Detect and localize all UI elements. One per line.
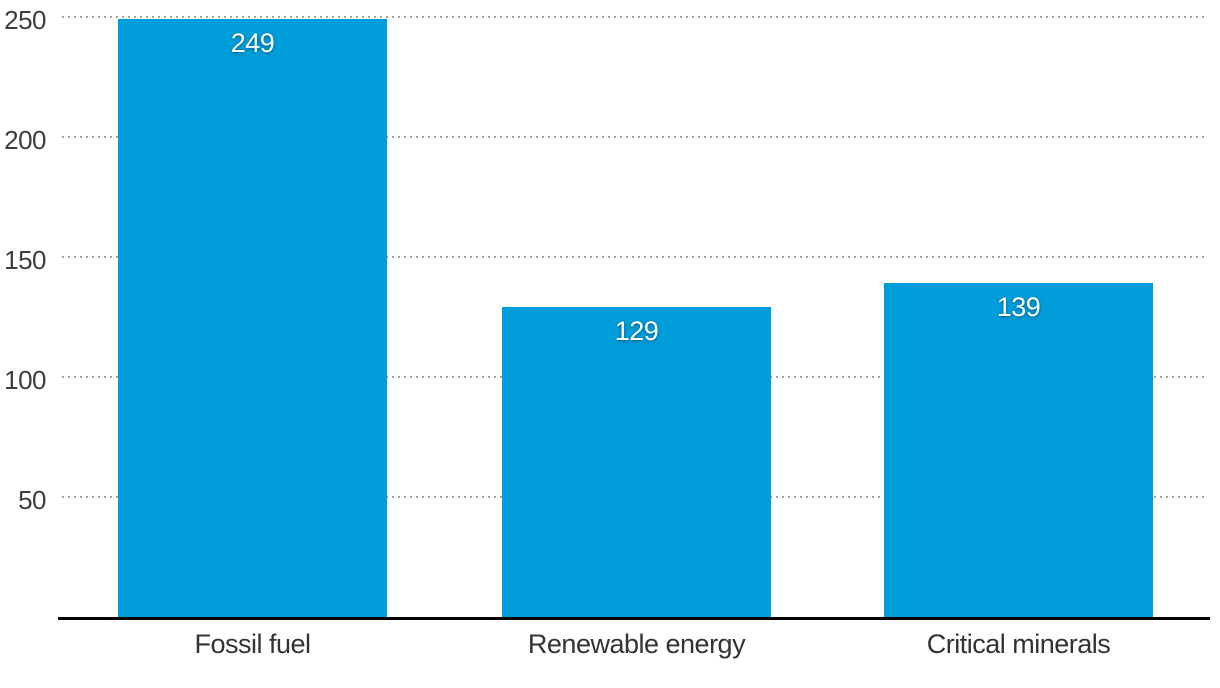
bar-critical-minerals: 139 <box>884 283 1153 617</box>
bar-value-label: 249 <box>230 28 275 58</box>
bar-fossil-fuel: 249 <box>118 19 387 617</box>
x-category-label: Fossil fuel <box>194 629 311 659</box>
bar-value-label: 129 <box>614 316 659 346</box>
y-tick-label: 250 <box>4 5 46 35</box>
y-tick-label: 100 <box>4 365 46 395</box>
x-category-label: Renewable energy <box>527 629 746 659</box>
y-tick-label: 50 <box>18 485 46 515</box>
y-gridline <box>62 16 1208 18</box>
y-gridline <box>62 256 1208 258</box>
y-tick-label: 150 <box>4 245 46 275</box>
bar-renewable-energy: 129 <box>502 307 771 617</box>
x-axis-line <box>58 617 1210 620</box>
y-gridline <box>62 136 1208 138</box>
bar-value-label: 139 <box>996 292 1041 322</box>
x-category-label: Critical minerals <box>926 629 1111 659</box>
y-tick-label: 200 <box>4 125 46 155</box>
